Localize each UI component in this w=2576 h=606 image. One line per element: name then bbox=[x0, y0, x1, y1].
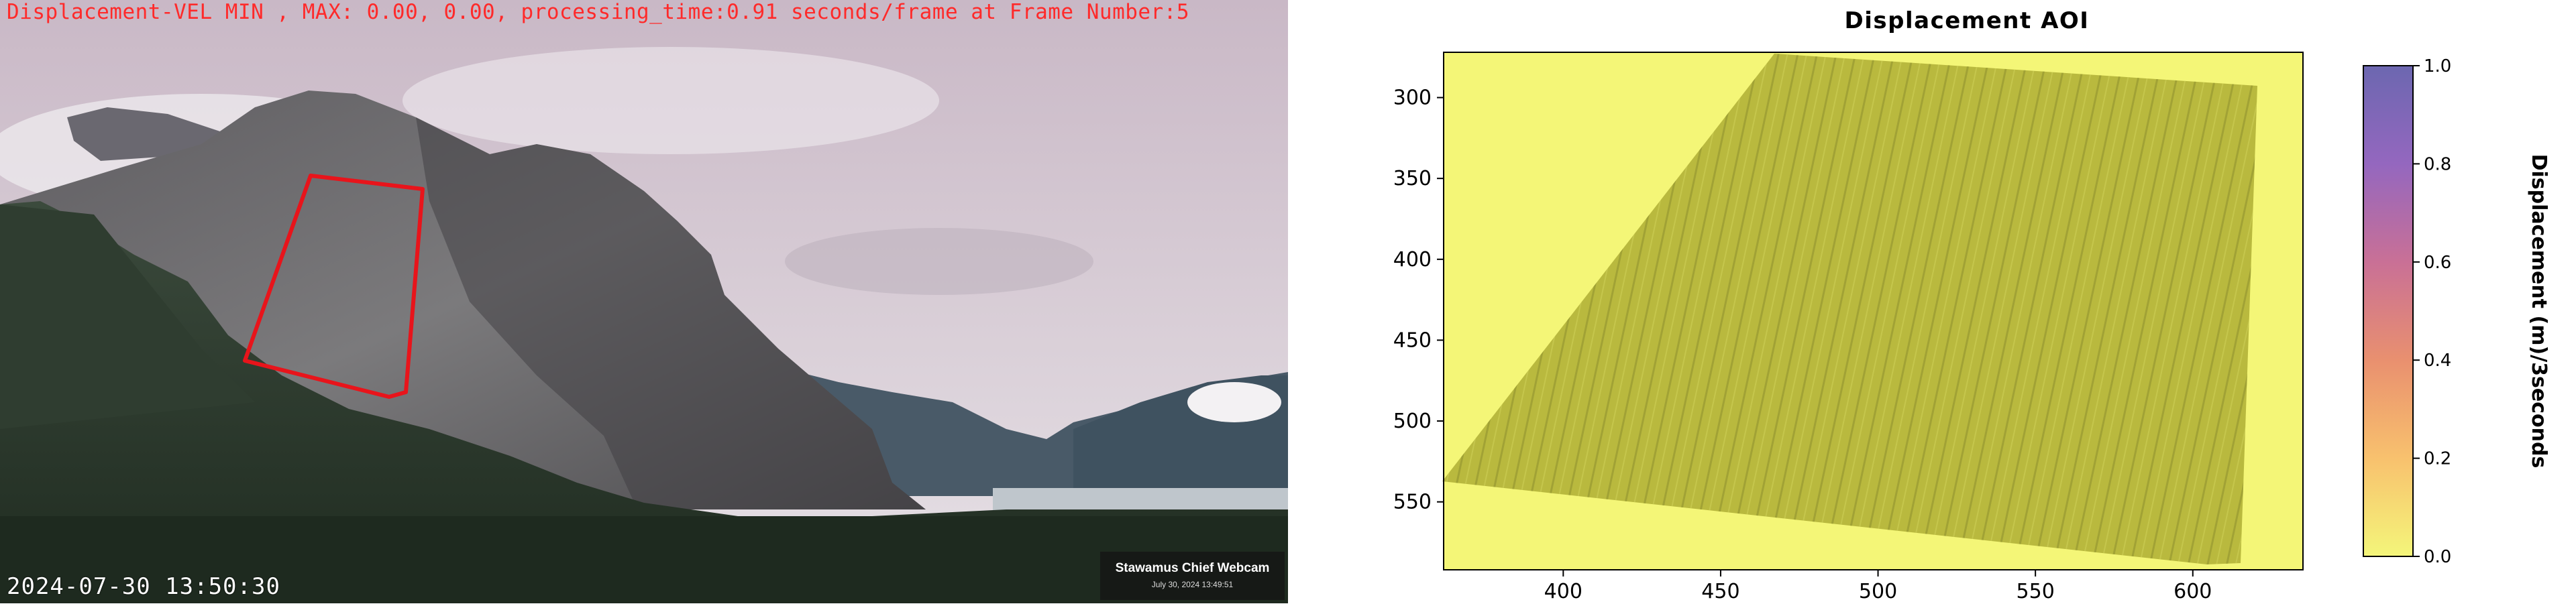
plot-frame bbox=[1443, 52, 2304, 570]
forest-slope bbox=[0, 204, 255, 429]
surface-texture bbox=[1442, 54, 2257, 564]
colorbar-label: Displacement (m)/3seconds bbox=[2527, 154, 2551, 469]
y-tick-label: 500 bbox=[1393, 410, 1432, 433]
webcam-badge: Stawamus Chief Webcam July 30, 2024 13:4… bbox=[1100, 552, 1285, 600]
colorbar-tick-label: 0.6 bbox=[2424, 253, 2451, 273]
aoi-polygon bbox=[243, 174, 425, 399]
cloud bbox=[785, 228, 1093, 295]
colorbar-tick-label: 0.0 bbox=[2424, 547, 2451, 567]
foreground-trees bbox=[0, 516, 1288, 603]
x-tick-label: 550 bbox=[2017, 580, 2055, 603]
colorbar bbox=[2363, 65, 2414, 557]
y-tick-label: 450 bbox=[1393, 328, 1432, 352]
y-tick-label: 400 bbox=[1393, 248, 1432, 271]
colorbar-axis: 1.0 0.8 0.6 0.4 0.2 0.0 bbox=[2413, 56, 2451, 567]
colorbar-tick-label: 0.2 bbox=[2424, 449, 2451, 469]
x-tick-label: 400 bbox=[1544, 580, 1582, 603]
cloud bbox=[1187, 382, 1281, 422]
colorbar-tick-label: 0.8 bbox=[2424, 154, 2451, 174]
webcam-scene bbox=[0, 0, 1288, 603]
displacement-overlay-text: Displacement-VEL MIN , MAX: 0.00, 0.00, … bbox=[7, 0, 1190, 24]
chart-svg: Displacement AOI 400 450 500 550 600 300 350 4… bbox=[1393, 7, 2551, 603]
y-axis: 300 350 400 450 500 550 bbox=[1393, 86, 1444, 514]
y-tick-label: 550 bbox=[1393, 491, 1432, 514]
x-tick-label: 600 bbox=[2174, 580, 2212, 603]
x-tick-label: 450 bbox=[1701, 580, 1739, 603]
frame-timestamp: 2024-07-30 13:50:30 bbox=[7, 573, 280, 600]
colorbar-tick-label: 1.0 bbox=[2424, 56, 2451, 76]
chart-title: Displacement AOI bbox=[1845, 7, 2090, 34]
cliff-shadow bbox=[416, 117, 926, 509]
forest-left bbox=[0, 201, 1288, 603]
y-tick-label: 350 bbox=[1393, 167, 1432, 190]
displacement-chart: Displacement AOI 400 450 500 550 600 300 350 4… bbox=[1288, 0, 2576, 603]
webcam-badge-date: July 30, 2024 13:49:51 bbox=[1151, 580, 1234, 589]
webcam-badge-title: Stawamus Chief Webcam bbox=[1115, 561, 1270, 575]
y-tick-label: 300 bbox=[1393, 86, 1432, 110]
x-axis: 400 450 500 550 600 bbox=[1544, 570, 2212, 603]
background-peak bbox=[67, 107, 228, 161]
webcam-frame: Displacement-VEL MIN , MAX: 0.00, 0.00, … bbox=[0, 0, 1288, 603]
x-tick-label: 500 bbox=[1859, 580, 1897, 603]
colorbar-tick-label: 0.4 bbox=[2424, 351, 2451, 371]
cloud bbox=[402, 47, 939, 154]
